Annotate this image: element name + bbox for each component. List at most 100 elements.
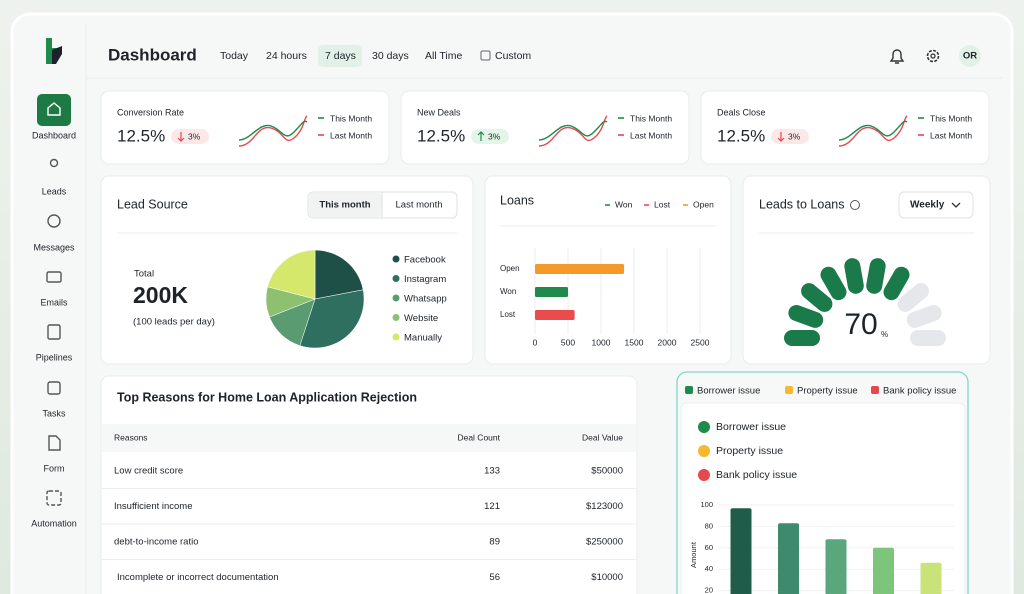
nav-icon-shape [46,271,62,283]
total-note: (100 leads per day) [133,317,215,328]
help-icon [850,200,860,210]
sparkline-decor [538,115,608,147]
nav-label: Leads [42,186,67,196]
nav-label: Form [44,463,65,473]
sparkline-decor [838,120,908,141]
table-cell: 89 [489,537,500,548]
legend-label: This Month [930,113,972,123]
gauge-segment [784,330,820,346]
issue-tab-icon [785,386,793,394]
total-label: Total [134,269,154,280]
legend-label: Lost [654,199,671,209]
legend-label: Last Month [330,130,372,140]
column-header: Deal Value [582,432,623,442]
kpi-change: 3% [488,131,501,141]
table-cell: $10000 [591,572,623,583]
issue-icon [698,445,710,457]
bar [535,287,568,297]
logo [46,38,62,64]
range-tab[interactable]: 7 days [325,50,356,62]
settings-icon[interactable] [926,49,940,63]
bar [778,523,799,594]
y-tick-label: 60 [705,543,713,552]
y-tick-label: Open [500,264,520,273]
x-tick-label: 0 [533,337,538,347]
legend-label: Instagram [404,274,446,285]
bell-icon[interactable] [889,49,905,64]
range-active-bg [318,45,362,67]
y-tick-label: 100 [700,500,713,509]
table-cell: 121 [484,501,500,512]
nav-icon-shape [47,102,61,116]
legend-dot [392,275,400,282]
avatar[interactable] [959,45,981,67]
legend-label: Open [693,199,714,209]
nav-label: Dashboard [32,130,76,140]
nav-label: Emails [40,297,68,307]
x-tick-label: 2500 [691,337,710,347]
nav-icon[interactable] [49,158,59,168]
kpi-trend-arrow [777,132,785,142]
nav-icon[interactable] [46,490,62,506]
kpi-value: 12.5% [417,126,465,145]
bar [873,547,894,594]
range-tab[interactable]: 30 days [372,50,409,62]
tab[interactable]: This month [319,200,370,211]
nav-icon[interactable] [48,435,61,451]
table-cell: $50000 [591,466,623,477]
y-tick-label: Won [500,287,516,296]
tab[interactable]: Last month [396,200,443,211]
table-cell: debt-to-income ratio [114,537,198,548]
sparkline-decor [238,115,308,147]
pie-slice [299,289,365,349]
gauge-segment [801,283,833,312]
issue-tab-icon [871,386,879,394]
x-tick-label: 1000 [592,337,611,347]
issue-tab[interactable]: Property issue [797,386,858,397]
bar [825,539,847,594]
x-tick-label: 500 [561,337,575,347]
y-tick-label: 20 [705,586,713,594]
period-select[interactable] [898,191,974,219]
nav-icon[interactable] [46,271,62,283]
legend-dot [392,314,400,321]
y-axis-label: Amount [689,541,698,568]
range-tab[interactable]: Today [220,50,249,62]
nav-icon[interactable] [47,214,61,228]
nav-icon[interactable] [47,324,61,340]
tab-active-bg [309,193,382,217]
gauge-segment [788,305,824,328]
kpi-title: Conversion Rate [117,107,184,117]
bar [920,562,942,594]
bar [730,508,752,594]
gauge-segment [910,330,946,346]
range-tab[interactable]: All Time [425,50,463,62]
legend-dot [392,255,400,263]
issue-tab[interactable]: Borrower issue [697,386,760,397]
nav-icon[interactable] [47,102,61,116]
nav-label: Tasks [42,408,66,418]
range-tab[interactable]: 24 hours [266,50,307,62]
x-tick-label: 2000 [658,337,677,347]
gauge-unit: % [881,330,888,339]
legend-dot [392,294,400,302]
card-title: Loans [500,193,534,207]
nav-icon-shape [47,214,61,228]
kpi-change: 3% [788,131,801,141]
card-title: Leads to Loans [759,197,845,211]
nav-label: Automation [31,518,77,528]
range-tab[interactable]: Custom [495,50,531,62]
nav-icon[interactable] [47,381,61,395]
y-tick-label: 80 [705,521,713,530]
legend-label: Whatsapp [404,294,447,305]
table-cell: Incomplete or incorrect documentation [117,572,279,583]
issue-tab-icon [685,386,693,394]
sparkline-decor [838,115,908,147]
nav-icon-shape [49,158,59,168]
issue-tab[interactable]: Bank policy issue [883,386,956,397]
table-header-bg [102,424,636,452]
card-title: Top Reasons for Home Loan Application Re… [117,390,417,404]
nav-label: Pipelines [36,352,73,362]
bar [535,310,575,320]
